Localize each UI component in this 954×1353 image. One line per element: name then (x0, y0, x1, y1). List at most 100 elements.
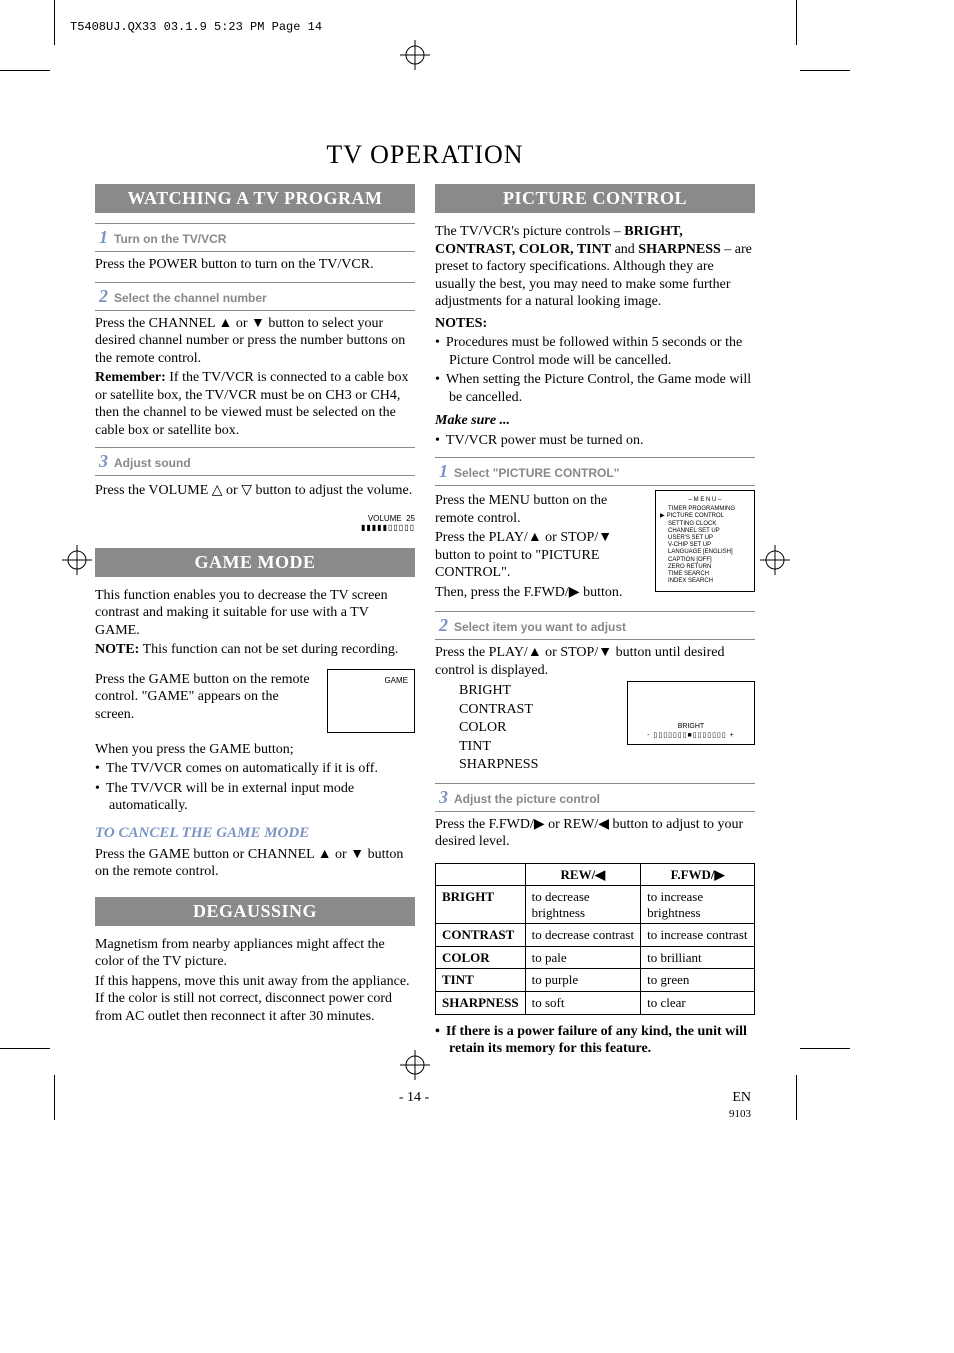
list-item: SHARPNESS (459, 756, 619, 774)
list-item: COLOR (459, 719, 619, 737)
table-cell: COLOR (436, 946, 526, 969)
list-item: The TV/VCR comes on automatically if it … (95, 760, 415, 778)
osd-volume: VOLUME 25 ▮▮▮▮▮▯▯▯▯▯ (325, 514, 415, 532)
cancel-body: Press the GAME button or CHANNEL ▲ or ▼ … (95, 846, 415, 881)
crop-mark (54, 0, 55, 45)
crop-mark (800, 1048, 850, 1049)
osd-menu-item: LANGUAGE [ENGLISH] (660, 549, 750, 556)
table-header: REW/◀ (525, 863, 641, 886)
osd-menu-item: USER'S SET UP (660, 535, 750, 542)
table-header (436, 863, 526, 886)
osd-volume-label: VOLUME (368, 514, 402, 523)
list-item: CONTRAST (459, 701, 619, 719)
step-body: Press the MENU button on the remote cont… (435, 492, 647, 527)
page-number: - 14 - (399, 1090, 429, 1122)
osd-menu: – M E N U – TIMER PROGRAMMING ▶PICTURE C… (655, 490, 755, 592)
step-label: Select the channel number (114, 291, 267, 305)
intro-text: The TV/VCR's picture controls – (435, 224, 624, 239)
game-when: When you press the GAME button; (95, 741, 415, 759)
game-note: NOTE: This function can not be set durin… (95, 641, 415, 659)
step-number: 2 (99, 286, 108, 307)
table-cell: to increase brightness (641, 886, 755, 924)
step-body: Remember: If the TV/VCR is connected to … (95, 369, 415, 439)
step-number: 1 (99, 227, 108, 248)
step-label: Turn on the TV/VCR (114, 232, 226, 246)
section-watching: WATCHING A TV PROGRAM (95, 184, 415, 213)
page-content: TV OPERATION WATCHING A TV PROGRAM 1 Tur… (95, 140, 755, 1122)
osd-menu-item: ZERO RETURN (660, 564, 750, 571)
osd-menu-item: TIME SEARCH (660, 571, 750, 578)
table-cell: to purple (525, 969, 641, 992)
table-row: CONTRAST to decrease contrast to increas… (436, 924, 755, 947)
list-item: When setting the Picture Control, the Ga… (435, 371, 755, 406)
table-row: TINT to purple to green (436, 969, 755, 992)
osd-bright: BRIGHT - ▯▯▯▯▯▯▯■▯▯▯▯▯▯▯ + (627, 681, 755, 745)
step-body: Press the PLAY/▲ or STOP/▼ button until … (435, 644, 755, 679)
osd-volume-bar: ▮▮▮▮▮▯▯▯▯▯ (325, 523, 415, 532)
crop-mark (0, 70, 50, 71)
osd-bright-label: BRIGHT (632, 723, 750, 731)
step-label: Adjust the picture control (454, 792, 600, 806)
table-cell: to clear (641, 992, 755, 1015)
step-1: 1 Select "PICTURE CONTROL" (435, 457, 755, 486)
table-cell: to decrease contrast (525, 924, 641, 947)
step-number: 3 (439, 787, 448, 808)
remember-label: Remember: (95, 370, 166, 385)
table-cell: to pale (525, 946, 641, 969)
step-2: 2 Select item you want to adjust (435, 611, 755, 640)
list-item: Procedures must be followed within 5 sec… (435, 334, 755, 369)
table-row: COLOR to pale to brilliant (436, 946, 755, 969)
table-cell: to soft (525, 992, 641, 1015)
picture-intro: The TV/VCR's picture controls – BRIGHT, … (435, 223, 755, 311)
section-degaussing: DEGAUSSING (95, 897, 415, 926)
step-1: 1 Turn on the TV/VCR (95, 223, 415, 252)
footer-lang: EN (732, 1090, 751, 1105)
list-item: TINT (459, 738, 619, 756)
table-cell: BRIGHT (436, 886, 526, 924)
footer-code: 9103 (729, 1108, 751, 1120)
page-footer: - 14 - EN 9103 (95, 1090, 755, 1122)
note-label: NOTE: (95, 642, 139, 657)
section-picture: PICTURE CONTROL (435, 184, 755, 213)
table-cell: to decrease brightness (525, 886, 641, 924)
left-column: WATCHING A TV PROGRAM 1 Turn on the TV/V… (95, 184, 415, 1060)
table-cell: to brilliant (641, 946, 755, 969)
step-body: Press the POWER button to turn on the TV… (95, 256, 415, 274)
pointer-icon: ▶ (660, 513, 665, 520)
step-number: 2 (439, 615, 448, 636)
step-3: 3 Adjust the picture control (435, 783, 755, 812)
step-label: Select "PICTURE CONTROL" (454, 466, 619, 480)
crop-mark (54, 1075, 55, 1120)
osd-menu-item: TIMER PROGRAMMING (660, 506, 750, 513)
registration-mark-left (62, 545, 92, 575)
step-number: 3 (99, 451, 108, 472)
game-press: Press the GAME button on the remote cont… (95, 671, 319, 724)
step-body: Then, press the F.FWD/▶ button. (435, 584, 647, 602)
step-2: 2 Select the channel number (95, 282, 415, 311)
registration-mark-right (760, 545, 790, 575)
intro-bold: SHARPNESS (638, 242, 720, 257)
notes-label: NOTES: (435, 315, 755, 333)
table-header-row: REW/◀ F.FWD/▶ (436, 863, 755, 886)
game-bullets: The TV/VCR comes on automatically if it … (95, 760, 415, 815)
osd-menu-item: INDEX SEARCH (660, 578, 750, 585)
makesure-list: TV/VCR power must be turned on. (435, 432, 755, 450)
list-item: BRIGHT (459, 682, 619, 700)
right-column: PICTURE CONTROL The TV/VCR's picture con… (435, 184, 755, 1060)
step-body: Press the CHANNEL ▲ or ▼ button to selec… (95, 315, 415, 368)
crop-mark (796, 0, 797, 45)
game-intro: This function enables you to decrease th… (95, 587, 415, 640)
picture-table: REW/◀ F.FWD/▶ BRIGHT to decrease brightn… (435, 863, 755, 1015)
osd-bright-bar: - ▯▯▯▯▯▯▯■▯▯▯▯▯▯▯ + (632, 732, 750, 740)
step-body: Press the VOLUME △ or ▽ button to adjust… (95, 482, 415, 500)
osd-menu-item: V-CHIP SET UP (660, 542, 750, 549)
crop-mark (800, 70, 850, 71)
notes-list: Procedures must be followed within 5 sec… (435, 334, 755, 406)
page-title: TV OPERATION (95, 140, 755, 170)
table-header: F.FWD/▶ (641, 863, 755, 886)
osd-volume-value: 25 (406, 514, 415, 523)
crop-mark (796, 1075, 797, 1120)
table-row: SHARPNESS to soft to clear (436, 992, 755, 1015)
step-3: 3 Adjust sound (95, 447, 415, 476)
step-number: 1 (439, 461, 448, 482)
